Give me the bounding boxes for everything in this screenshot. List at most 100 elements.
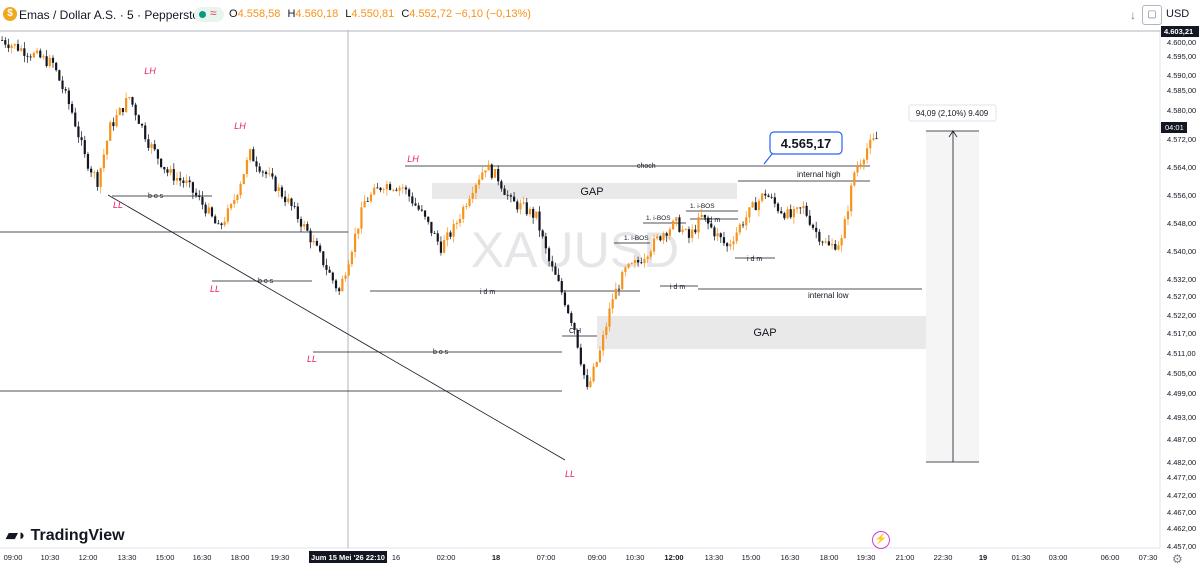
candle-body [182,180,185,184]
candle-body [179,178,182,181]
candle-body [630,262,633,264]
candle-body [306,224,309,231]
candle-body [691,229,694,238]
candle-body [105,140,109,155]
candle-body [719,233,722,238]
candle-body [32,52,35,58]
candle-body [26,55,29,57]
candle-body [191,182,194,193]
candle-body [519,203,522,210]
time-axis[interactable]: 09:00 10:30 12:00 13:30 15:00 16:30 18:00 19:30… [4,551,1158,563]
tradingview-name: TradingView [30,527,125,544]
candle-body [710,223,713,228]
price-tick-label: 4.590,00 [1167,71,1196,80]
candle-body [16,44,20,51]
candle-body [395,189,398,191]
gear-icon[interactable]: ⚙ [1172,552,1183,566]
time-tick-label: 16:30 [781,553,800,562]
candle-body [570,313,573,323]
countdown-badge [1161,122,1187,133]
candle-body [131,97,134,105]
candle-body [4,40,7,45]
candle-body [865,148,869,160]
measure-arrow-head [948,130,958,138]
candle-body [331,272,334,281]
candle-body [786,209,789,219]
structure-label: LH [407,154,419,164]
candle-body [773,197,776,204]
candle-body [188,180,191,183]
candle-body [535,211,538,218]
symbol-title[interactable]: Emas / Dollar A.S. · 5 · Pepperstone [19,8,213,22]
arrow-down-icon[interactable]: ↓ [1130,8,1136,22]
candle-body [290,198,293,206]
time-tick-label: 02:00 [437,553,456,562]
candle-body [312,240,315,243]
price-tick-label: 4.472,00 [1167,491,1196,500]
candle-body [656,236,659,239]
structure-lines [0,130,979,463]
candle-body [115,115,118,127]
candle-body [51,57,55,63]
candle-body [420,209,423,211]
time-tick-label: 06:00 [1101,553,1120,562]
structure-label: LL [565,469,575,479]
candle-body [401,187,404,189]
candle-body [576,329,579,348]
high-price-badge-label: 4.603,21 [1164,27,1193,36]
candle-body [353,233,357,252]
candle-body [328,269,331,273]
candle-body [544,236,547,249]
idm-label: i d m [670,284,685,291]
candle-body [80,137,83,141]
candle-body [58,70,61,81]
time-tick-label: 15:00 [156,553,175,562]
candle-body [1,40,4,41]
gap-label-lower: GAP [753,327,776,339]
ohlc-open-key: O [229,8,238,20]
candle-body [843,219,846,239]
candle-body [166,169,169,173]
candle-body [439,241,443,253]
candle-body [443,240,446,253]
price-axis[interactable]: 4.600,00 4.595,00 4.590,00 4.585,00 4.580,00… [1161,26,1199,551]
candle-body [700,214,703,218]
candle-body [137,115,140,124]
lightning-icon[interactable]: ⚡ [872,531,890,549]
crosshair-time-label: Jum 15 Mei '26 22:10 [311,553,385,562]
candle-body [551,261,554,267]
box-icon[interactable]: ▢ [1142,5,1162,25]
price-tick-label: 4.556,00 [1167,191,1196,200]
candle-body [611,299,614,309]
candle-body [799,207,802,209]
price-tick-label: 4.457,00 [1167,542,1196,551]
gap-label-upper: GAP [580,186,603,198]
gap-zones: GAP GAP [432,131,979,462]
time-tick-label: 12:00 [664,553,683,562]
candle-body [258,166,261,172]
currency-label[interactable]: USD [1166,8,1190,20]
gap-zone-lower [597,316,942,349]
candle-body [538,211,541,231]
tradingview-logo[interactable]: ▰◗ TradingView [6,526,125,545]
ohlc-high-key: H [287,8,296,20]
candle-body [697,217,700,233]
ohlc-close-value: 4.552,72 −6,10 (−0,13%) [409,8,531,20]
price-tick-label: 4.600,00 [1167,38,1196,47]
candle-body [134,104,137,116]
price-tick-label: 4.595,00 [1167,52,1196,61]
candle-body [592,366,595,382]
candle-body [481,172,484,180]
candle-body [284,196,287,203]
candle-body [646,256,649,259]
candle-body [160,158,163,168]
price-tick-label: 4.487,00 [1167,435,1196,444]
time-tick-label: 12:00 [79,553,98,562]
candle-body [99,168,102,187]
candle-body [61,80,64,90]
market-status-pill[interactable]: ≈ [194,6,224,22]
candle-body [824,241,827,243]
candles [1,36,878,390]
candle-body [303,224,306,227]
